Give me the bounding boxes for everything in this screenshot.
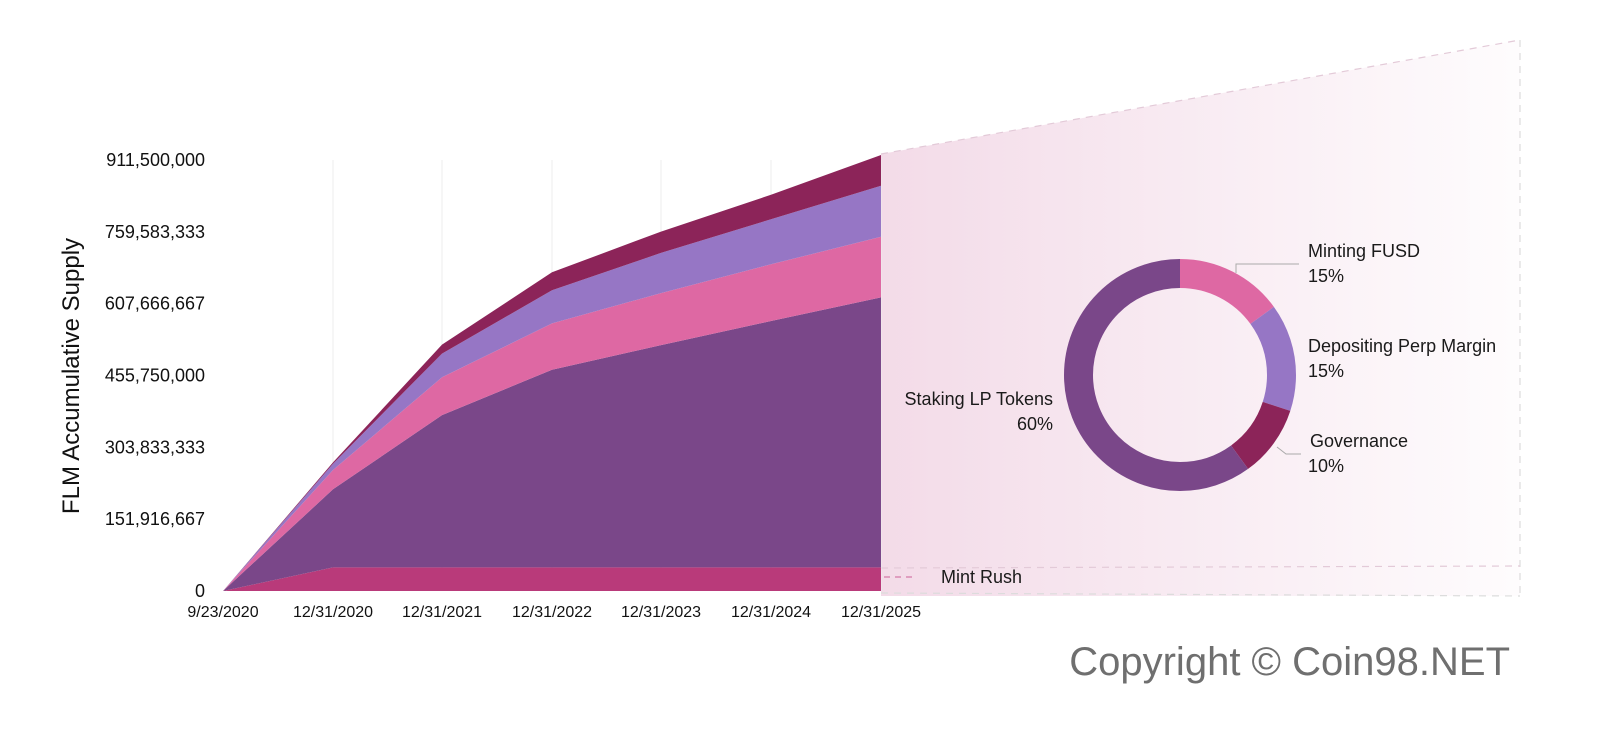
y-tick-label: 455,750,000 bbox=[105, 366, 205, 386]
x-tick-label: 12/31/2025 bbox=[841, 604, 921, 621]
area-staking-lp-tokens bbox=[223, 297, 881, 591]
area-minting-fusd bbox=[223, 236, 881, 592]
x-tick-label: 12/31/2024 bbox=[731, 604, 811, 621]
x-tick-label: 12/31/2020 bbox=[293, 604, 373, 621]
area-governance bbox=[223, 155, 881, 591]
minting-fusd-leader bbox=[1235, 263, 1299, 273]
donut-label-staking-lp: Staking LP Tokens bbox=[905, 389, 1053, 409]
projection-top-guide bbox=[880, 39, 1521, 155]
x-tick-label: 9/23/2020 bbox=[187, 604, 258, 621]
y-tick-label: 151,916,667 bbox=[105, 509, 205, 529]
y-tick-label: 759,583,333 bbox=[105, 222, 205, 242]
projection-panel bbox=[881, 40, 1520, 596]
x-tick-label: 12/31/2023 bbox=[621, 604, 701, 621]
y-tick-label: 303,833,333 bbox=[105, 437, 205, 457]
donut-slice-staking-lp-tokens bbox=[1064, 259, 1296, 491]
donut-label-governance: Governance bbox=[1310, 431, 1408, 451]
x-tick-label: 12/31/2022 bbox=[512, 604, 592, 621]
donut-label-perp-margin: Depositing Perp Margin bbox=[1308, 336, 1496, 356]
stacked-areas bbox=[223, 155, 881, 592]
y-tick-label: 607,666,667 bbox=[105, 294, 205, 314]
donut-percent-minting-fusd: 15% bbox=[1308, 266, 1344, 286]
area-depositing-perp-margin bbox=[223, 185, 881, 592]
donut-slice-depositing-perp-margin bbox=[1064, 259, 1296, 491]
baseline-guide bbox=[880, 592, 1521, 597]
governance-leader bbox=[1276, 446, 1301, 455]
donut-percent-governance: 10% bbox=[1308, 456, 1344, 476]
donut-label-minting-fusd: Minting FUSD bbox=[1308, 241, 1420, 261]
y-axis-label: FLM Accumulative Supply bbox=[58, 238, 85, 514]
y-tick-label: 0 bbox=[195, 581, 205, 601]
x-axis-ticks: 9/23/2020 12/31/2020 12/31/2021 12/31/2022 1… bbox=[187, 604, 921, 621]
mint-rush-label: Mint Rush bbox=[941, 567, 1022, 587]
area-mint-rush bbox=[223, 567, 881, 591]
x-tick-label: 12/31/2021 bbox=[402, 604, 482, 621]
mint-rush-top-guide bbox=[880, 565, 1521, 569]
allocation-donut bbox=[1064, 259, 1296, 491]
copyright-text: Copyright © Coin98.NET bbox=[1069, 640, 1510, 684]
y-tick-label: 911,500,000 bbox=[106, 150, 205, 170]
donut-percent-staking-lp: 60% bbox=[1017, 414, 1053, 434]
donut-percent-perp-margin: 15% bbox=[1308, 361, 1344, 381]
y-axis-ticks: 0 151,916,667 303,833,333 455,750,000 607,66… bbox=[105, 150, 205, 601]
